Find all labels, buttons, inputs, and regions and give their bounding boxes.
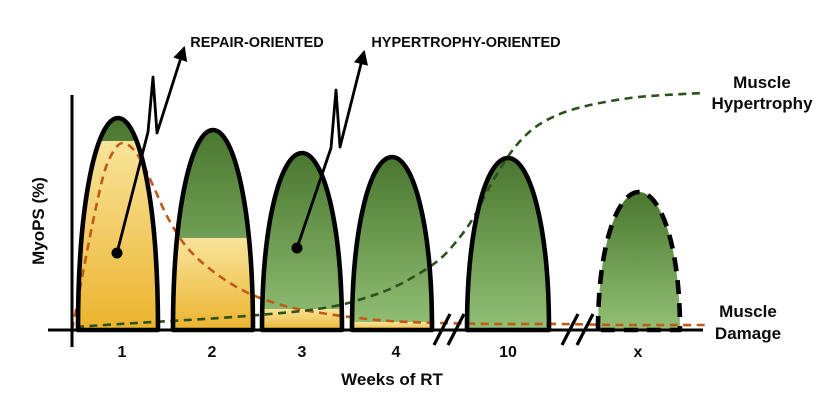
dome-outlines-layer <box>75 115 683 333</box>
dome-outline-week-4 <box>349 154 435 333</box>
dome-outline-week-1 <box>75 115 161 333</box>
dome-green-fill <box>262 153 342 330</box>
x-tick-label-10: 10 <box>499 344 517 361</box>
dome-fills-layer <box>78 118 680 330</box>
hypertrophy-oriented-label: HYPERTROPHY-ORIENTED <box>371 35 560 51</box>
y-axis-title: MyoPS (%) <box>29 177 48 265</box>
dome-outline-week-2 <box>170 127 256 333</box>
axis-break-marks <box>432 313 595 346</box>
dome-green-fill <box>352 157 432 330</box>
dome-yellow-fill <box>173 238 253 330</box>
axes-layer <box>48 95 703 347</box>
dome-outline-week-10 <box>464 155 552 333</box>
muscle-hypertrophy-curve <box>75 91 704 329</box>
muscle-hypertrophy-line2: Hypertrophy <box>711 94 813 113</box>
dome-week-3 <box>262 153 342 330</box>
muscle-damage-line2: Damage <box>715 324 781 343</box>
dome-week-1 <box>78 118 158 330</box>
dome-green-fill <box>467 158 549 330</box>
dome-week-2 <box>173 130 253 330</box>
dome-week-x <box>598 192 680 330</box>
muscle-hypertrophy-label: Muscle Hypertrophy <box>711 73 813 113</box>
dome-week-4 <box>352 157 432 330</box>
annotation-arrows-layer <box>111 45 369 259</box>
axis-break-slash <box>432 313 452 346</box>
muscle-hypertrophy-line1: Muscle <box>733 73 791 92</box>
hypertrophy-annotation-arrow <box>295 49 369 249</box>
muscle-damage-label: Muscle Damage <box>715 302 781 343</box>
axis-break-slash <box>575 313 595 346</box>
labels-layer: MyoPS (%) Weeks of RT REPAIR-ORIENTED HY… <box>29 35 813 389</box>
axis-break-slash <box>560 313 580 346</box>
dome-green-fill <box>598 192 680 330</box>
dome-week-10 <box>467 158 549 330</box>
x-tick-label-2: 2 <box>208 344 217 361</box>
x-axis-title: Weeks of RT <box>341 370 443 389</box>
repair-annotation-arrow <box>115 45 188 254</box>
dome-outline-week-3 <box>259 150 345 333</box>
x-tick-label-4: 4 <box>392 344 401 361</box>
muscle-damage-line1: Muscle <box>719 302 777 321</box>
repair-oriented-label: REPAIR-ORIENTED <box>190 35 323 51</box>
dome-outline-week-x <box>595 189 683 333</box>
muscle-damage-curve <box>70 141 706 331</box>
x-tick-label-1: 1 <box>118 344 127 361</box>
x-tick-label-3: 3 <box>298 344 307 361</box>
dome-yellow-fill <box>352 322 432 330</box>
x-tick-labels: 1 2 3 4 10 x <box>118 344 643 361</box>
x-tick-label-x: x <box>634 344 643 361</box>
trend-curves-layer <box>70 91 706 331</box>
axis-break-slash <box>446 313 466 346</box>
